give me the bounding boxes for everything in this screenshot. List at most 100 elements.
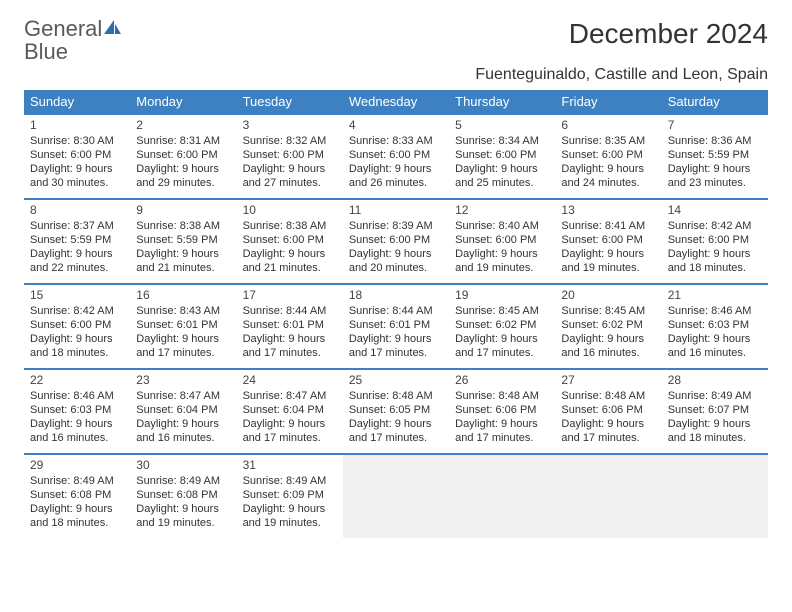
sunset-line: Sunset: 6:00 PM — [243, 233, 337, 247]
daylight-line-1: Daylight: 9 hours — [349, 417, 443, 431]
daylight-line-2: and 18 minutes. — [30, 516, 124, 530]
daylight-line-1: Daylight: 9 hours — [136, 502, 230, 516]
weekday-header: Wednesday — [343, 90, 449, 114]
calendar-day-cell: 11Sunrise: 8:39 AMSunset: 6:00 PMDayligh… — [343, 199, 449, 284]
calendar-day-cell: 6Sunrise: 8:35 AMSunset: 6:00 PMDaylight… — [555, 114, 661, 199]
daylight-line-1: Daylight: 9 hours — [349, 247, 443, 261]
calendar-day-cell: 4Sunrise: 8:33 AMSunset: 6:00 PMDaylight… — [343, 114, 449, 199]
calendar-day-cell: 20Sunrise: 8:45 AMSunset: 6:02 PMDayligh… — [555, 284, 661, 369]
daylight-line-2: and 29 minutes. — [136, 176, 230, 190]
calendar-day-cell: 26Sunrise: 8:48 AMSunset: 6:06 PMDayligh… — [449, 369, 555, 454]
sunset-line: Sunset: 6:01 PM — [243, 318, 337, 332]
sunrise-line: Sunrise: 8:38 AM — [243, 219, 337, 233]
daylight-line-1: Daylight: 9 hours — [668, 162, 762, 176]
daylight-line-2: and 18 minutes. — [30, 346, 124, 360]
daylight-line-2: and 16 minutes. — [30, 431, 124, 445]
day-number: 14 — [668, 203, 762, 217]
sunrise-line: Sunrise: 8:48 AM — [349, 389, 443, 403]
weekday-header: Sunday — [24, 90, 130, 114]
day-number: 25 — [349, 373, 443, 387]
day-number: 16 — [136, 288, 230, 302]
day-number: 3 — [243, 118, 337, 132]
daylight-line-1: Daylight: 9 hours — [30, 502, 124, 516]
daylight-line-2: and 19 minutes. — [243, 516, 337, 530]
sunset-line: Sunset: 6:08 PM — [136, 488, 230, 502]
daylight-line-1: Daylight: 9 hours — [561, 417, 655, 431]
day-number: 28 — [668, 373, 762, 387]
calendar-day-cell: 17Sunrise: 8:44 AMSunset: 6:01 PMDayligh… — [237, 284, 343, 369]
sunset-line: Sunset: 6:08 PM — [30, 488, 124, 502]
calendar-day-cell: 9Sunrise: 8:38 AMSunset: 5:59 PMDaylight… — [130, 199, 236, 284]
weekday-header: Thursday — [449, 90, 555, 114]
brand-text: General Blue — [24, 18, 122, 64]
calendar-day-cell: 15Sunrise: 8:42 AMSunset: 6:00 PMDayligh… — [24, 284, 130, 369]
daylight-line-2: and 19 minutes. — [136, 516, 230, 530]
day-number: 4 — [349, 118, 443, 132]
sunrise-line: Sunrise: 8:36 AM — [668, 134, 762, 148]
sunrise-line: Sunrise: 8:38 AM — [136, 219, 230, 233]
sunrise-line: Sunrise: 8:47 AM — [136, 389, 230, 403]
calendar-week-row: 22 Sunrise: 8:46 AMSunset: 6:03 PM Dayligh… — [24, 369, 768, 454]
daylight-line-1: Daylight: 9 hours — [30, 162, 124, 176]
sunrise-line: Sunrise: 8:46 AM — [668, 304, 762, 318]
calendar-week-row: 29Sunrise: 8:49 AMSunset: 6:08 PMDayligh… — [24, 454, 768, 538]
day-number: 29 — [30, 458, 124, 472]
sunset-line: Sunset: 6:00 PM — [30, 148, 124, 162]
daylight-line-1: Daylight: 9 hours — [243, 247, 337, 261]
sunrise-line: Sunrise: 8:46 AM — [30, 389, 124, 403]
weekday-header-row: Sunday Monday Tuesday Wednesday Thursday… — [24, 90, 768, 114]
day-number: 17 — [243, 288, 337, 302]
daylight-line-2: and 17 minutes. — [455, 431, 549, 445]
daylight-line-2: and 17 minutes. — [243, 346, 337, 360]
daylight-line-1: Daylight: 9 hours — [349, 332, 443, 346]
daylight-line-2: and 17 minutes. — [243, 431, 337, 445]
calendar-day-cell: 7Sunrise: 8:36 AMSunset: 5:59 PMDaylight… — [662, 114, 768, 199]
calendar-empty-cell — [449, 454, 555, 538]
sunset-line: Sunset: 6:00 PM — [668, 233, 762, 247]
calendar-day-cell: 24Sunrise: 8:47 AMSunset: 6:04 PMDayligh… — [237, 369, 343, 454]
daylight-line-1: Daylight: 9 hours — [561, 162, 655, 176]
day-number: 27 — [561, 373, 655, 387]
sunset-line: Sunset: 6:00 PM — [561, 148, 655, 162]
daylight-line-1: Daylight: 9 hours — [136, 162, 230, 176]
sunset-line: Sunset: 6:02 PM — [561, 318, 655, 332]
sunset-line: Sunset: 6:00 PM — [349, 148, 443, 162]
weekday-header: Friday — [555, 90, 661, 114]
daylight-line-1: Daylight: 9 hours — [561, 247, 655, 261]
sunrise-line: Sunrise: 8:32 AM — [243, 134, 337, 148]
calendar-day-cell: 30Sunrise: 8:49 AMSunset: 6:08 PMDayligh… — [130, 454, 236, 538]
day-number: 5 — [455, 118, 549, 132]
sunrise-line: Sunrise: 8:42 AM — [668, 219, 762, 233]
sunrise-line: Sunrise: 8:33 AM — [349, 134, 443, 148]
daylight-line-1: Daylight: 9 hours — [561, 332, 655, 346]
calendar-body: 1Sunrise: 8:30 AMSunset: 6:00 PMDaylight… — [24, 114, 768, 538]
sunset-line: Sunset: 6:05 PM — [349, 403, 443, 417]
day-number: 10 — [243, 203, 337, 217]
daylight-line-2: and 21 minutes. — [136, 261, 230, 275]
sunrise-line: Sunrise: 8:31 AM — [136, 134, 230, 148]
daylight-line-1: Daylight: 9 hours — [455, 247, 549, 261]
daylight-line-1: Daylight: 9 hours — [668, 417, 762, 431]
day-number: 22 — [30, 373, 124, 387]
sunrise-line: Sunrise: 8:43 AM — [136, 304, 230, 318]
daylight-line-2: and 20 minutes. — [349, 261, 443, 275]
sunset-line: Sunset: 6:00 PM — [455, 233, 549, 247]
calendar-week-row: 15Sunrise: 8:42 AMSunset: 6:00 PMDayligh… — [24, 284, 768, 369]
brand-logo: General Blue — [24, 18, 122, 64]
sunrise-line: Sunrise: 8:34 AM — [455, 134, 549, 148]
day-number: 8 — [30, 203, 124, 217]
sunrise-line: Sunrise: 8:44 AM — [243, 304, 337, 318]
sunset-line: Sunset: 6:01 PM — [349, 318, 443, 332]
sunset-line: Sunset: 6:03 PM — [30, 403, 124, 417]
calendar-day-cell: 28Sunrise: 8:49 AMSunset: 6:07 PMDayligh… — [662, 369, 768, 454]
day-number: 26 — [455, 373, 549, 387]
calendar-day-cell: 3Sunrise: 8:32 AMSunset: 6:00 PMDaylight… — [237, 114, 343, 199]
sunrise-line: Sunrise: 8:45 AM — [561, 304, 655, 318]
daylight-line-2: and 25 minutes. — [455, 176, 549, 190]
header: General Blue December 2024 — [24, 18, 768, 64]
day-number: 19 — [455, 288, 549, 302]
calendar-empty-cell — [343, 454, 449, 538]
calendar-table: Sunday Monday Tuesday Wednesday Thursday… — [24, 90, 768, 538]
sunset-line: Sunset: 6:00 PM — [455, 148, 549, 162]
page-subtitle: Fuenteguinaldo, Castille and Leon, Spain — [24, 66, 768, 84]
